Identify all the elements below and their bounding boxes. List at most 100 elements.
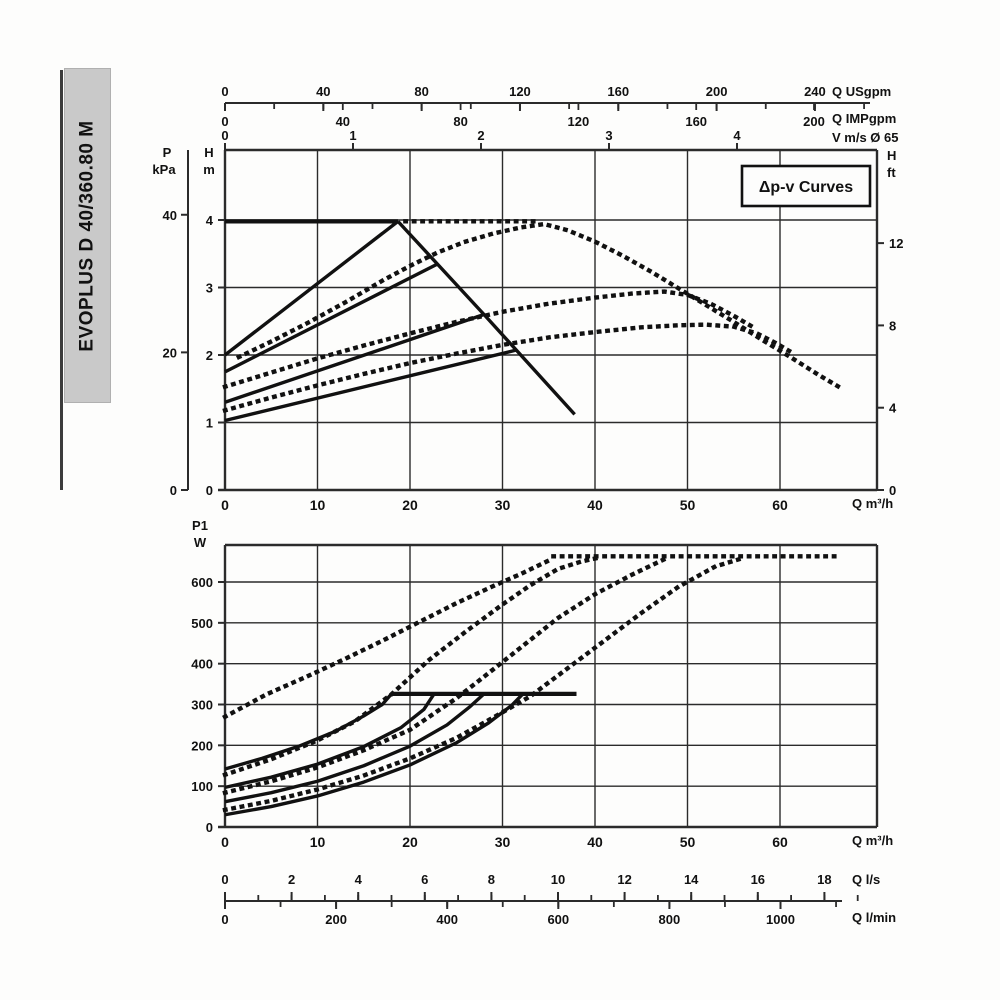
- setpoint-line-4m: [223, 220, 400, 357]
- p-kpa-tick-label: 40: [163, 208, 177, 223]
- q-lmin-axis-title: Q l/min: [852, 910, 896, 925]
- q-ls-tick-label: 12: [617, 872, 631, 887]
- q-m3h-tick-label: 30: [495, 834, 511, 850]
- q-usgpm-tick-label: 40: [316, 84, 330, 99]
- q-ls-tick-label: 4: [355, 872, 363, 887]
- q-usgpm-tick-label: 240: [804, 84, 826, 99]
- h-ft-tick-label: 4: [889, 401, 897, 416]
- q-ls-tick-label: 0: [221, 872, 228, 887]
- q-ls-tick-label: 18: [817, 872, 831, 887]
- q-ls-tick-label: 10: [551, 872, 565, 887]
- h-m-tick-label: 3: [206, 281, 213, 296]
- q-m3h-tick-label: 50: [680, 834, 696, 850]
- dpv-curve-1: [235, 221, 845, 392]
- p-kpa-tick-label: 0: [170, 483, 177, 498]
- q-usgpm-tick-label: 160: [607, 84, 629, 99]
- p1-w-tick-label: 400: [191, 657, 213, 672]
- p1-dotted-4: [222, 555, 745, 813]
- v-ms-tick-label: 3: [605, 128, 612, 143]
- q-m3h-tick-label: 60: [772, 834, 788, 850]
- q-ls-tick-label: 16: [751, 872, 765, 887]
- q-ls-tick-label: 8: [488, 872, 495, 887]
- setpoint-line-3.4m: [224, 262, 439, 374]
- q-impgpm-tick-label: 0: [221, 114, 228, 129]
- dpv-curve-2: [222, 289, 756, 390]
- p-kpa-axis-title: P: [163, 145, 172, 160]
- v-ms-axis-title: V m/s Ø 65: [832, 130, 898, 145]
- q-m3h-tick-label: 10: [310, 834, 326, 850]
- q-ls-tick-label: 6: [421, 872, 428, 887]
- setpoint-line-2.6m: [224, 312, 485, 404]
- h-m-tick-label: 2: [206, 348, 213, 363]
- model-name-sidebar: EVOPLUS D 40/360.80 M: [64, 68, 111, 403]
- p1-w-tick-label: 0: [206, 820, 213, 835]
- h-m-tick-label: 0: [206, 483, 213, 498]
- h-m-tick-label: 1: [206, 416, 213, 431]
- q-m3h-tick-label: 0: [221, 497, 229, 513]
- h-axis-title: m: [203, 162, 215, 177]
- q-m3h-tick-label: 60: [772, 497, 788, 513]
- dpv-curves-box-label: Δp-v Curves: [759, 179, 853, 196]
- p1-axis-title: W: [194, 535, 207, 550]
- h-ft-axis-title: ft: [887, 165, 896, 180]
- p1-dotted-3: [222, 555, 670, 796]
- h-m-tick-label: 4: [206, 213, 214, 228]
- p1-w-tick-label: 300: [191, 698, 213, 713]
- v-ms-tick-label: 1: [349, 128, 356, 143]
- q-m3h-tick-label: 0: [221, 834, 229, 850]
- p1-w-tick-label: 500: [191, 616, 213, 631]
- p1-axis-title: P1: [192, 518, 208, 533]
- q-m3h-tick-label: 30: [495, 497, 511, 513]
- p1-solid-3: [224, 692, 486, 804]
- h-ft-tick-label: 12: [889, 236, 903, 251]
- q-ls-tick-label: 2: [288, 872, 295, 887]
- dpv-curve-3: [222, 322, 797, 414]
- q-ls-axis-title: Q l/s: [852, 872, 880, 887]
- q-usgpm-tick-label: 200: [706, 84, 728, 99]
- q-lmin-tick-label: 800: [659, 912, 681, 927]
- q-impgpm-axis-title: Q IMPgpm: [832, 111, 896, 126]
- q-m3h-tick-label: 20: [402, 497, 418, 513]
- q-impgpm-tick-label: 200: [803, 114, 825, 129]
- q-m3h-tick-label: 10: [310, 497, 326, 513]
- q-lmin-tick-label: 200: [325, 912, 347, 927]
- dpv-curves-box: [740, 164, 872, 208]
- q-usgpm-axis-title: Q USgpm: [832, 84, 891, 99]
- q-impgpm-tick-label: 80: [453, 114, 467, 129]
- q-impgpm-tick-label: 120: [568, 114, 590, 129]
- p-kpa-tick-label: 20: [163, 345, 177, 360]
- q-m3h-tick-label: 50: [680, 497, 696, 513]
- p1-w-tick-label: 200: [191, 738, 213, 753]
- h-ft-tick-label: 0: [889, 483, 896, 498]
- q-usgpm-tick-label: 0: [221, 84, 228, 99]
- q-m3h-tick-label: 40: [587, 834, 603, 850]
- p1-dotted-2: [222, 554, 603, 778]
- h-ft-tick-label: 8: [889, 318, 896, 333]
- q-usgpm-tick-label: 80: [414, 84, 428, 99]
- q-lmin-tick-label: 400: [436, 912, 458, 927]
- q-m3h-axis-title: Q m³/h: [852, 496, 893, 511]
- q-impgpm-tick-label: 40: [336, 114, 350, 129]
- v-ms-tick-label: 4: [733, 128, 741, 143]
- p1-solid-2: [224, 692, 436, 790]
- p1-w-tick-label: 600: [191, 575, 213, 590]
- q-m3h-axis-title: Q m³/h: [852, 833, 893, 848]
- q-lmin-tick-label: 0: [221, 912, 228, 927]
- h-axis-title: H: [204, 145, 213, 160]
- h-ft-axis-title: H: [887, 148, 896, 163]
- v-ms-tick-label: 2: [477, 128, 484, 143]
- v-ms-tick-label: 0: [221, 128, 228, 143]
- p1-w-tick-label: 100: [191, 779, 213, 794]
- q-m3h-tick-label: 40: [587, 497, 603, 513]
- left-vertical-rule: [60, 70, 63, 490]
- q-m3h-tick-label: 20: [402, 834, 418, 850]
- q-lmin-tick-label: 600: [547, 912, 569, 927]
- max-speed-descent: [396, 220, 576, 416]
- q-usgpm-tick-label: 120: [509, 84, 531, 99]
- setpoint-line-2.1m: [224, 348, 516, 423]
- p1-dotted-1: [222, 555, 557, 720]
- q-ls-tick-label: 14: [684, 872, 699, 887]
- q-impgpm-tick-label: 160: [685, 114, 707, 129]
- q-lmin-tick-label: 1000: [766, 912, 795, 927]
